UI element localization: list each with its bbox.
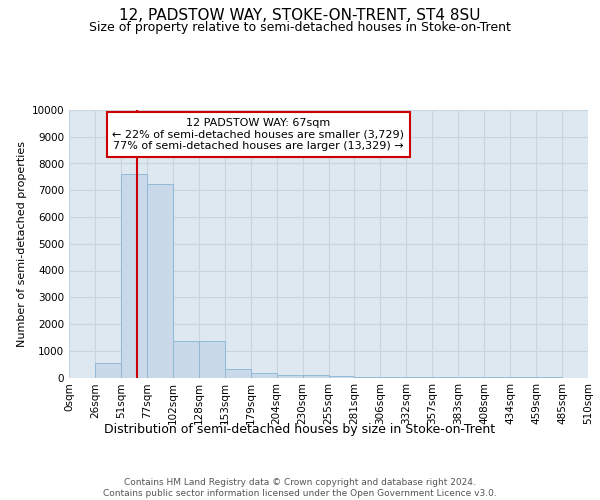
Bar	[251, 374, 277, 378]
Text: Distribution of semi-detached houses by size in Stoke-on-Trent: Distribution of semi-detached houses by …	[104, 422, 496, 436]
Text: Contains HM Land Registry data © Crown copyright and database right 2024.
Contai: Contains HM Land Registry data © Crown c…	[103, 478, 497, 498]
Bar	[147, 184, 173, 378]
Bar	[121, 174, 147, 378]
Bar	[277, 374, 302, 378]
Bar	[329, 376, 355, 378]
Bar	[380, 377, 406, 378]
Bar	[302, 376, 329, 378]
Text: 12 PADSTOW WAY: 67sqm
← 22% of semi-detached houses are smaller (3,729)
77% of s: 12 PADSTOW WAY: 67sqm ← 22% of semi-deta…	[112, 118, 404, 151]
Bar	[225, 369, 251, 378]
Text: 12, PADSTOW WAY, STOKE-ON-TRENT, ST4 8SU: 12, PADSTOW WAY, STOKE-ON-TRENT, ST4 8SU	[119, 8, 481, 22]
Bar	[355, 376, 380, 378]
Bar	[95, 363, 121, 378]
Bar	[199, 342, 224, 378]
Text: Size of property relative to semi-detached houses in Stoke-on-Trent: Size of property relative to semi-detach…	[89, 21, 511, 34]
Bar	[173, 342, 199, 378]
Y-axis label: Number of semi-detached properties: Number of semi-detached properties	[17, 141, 28, 347]
